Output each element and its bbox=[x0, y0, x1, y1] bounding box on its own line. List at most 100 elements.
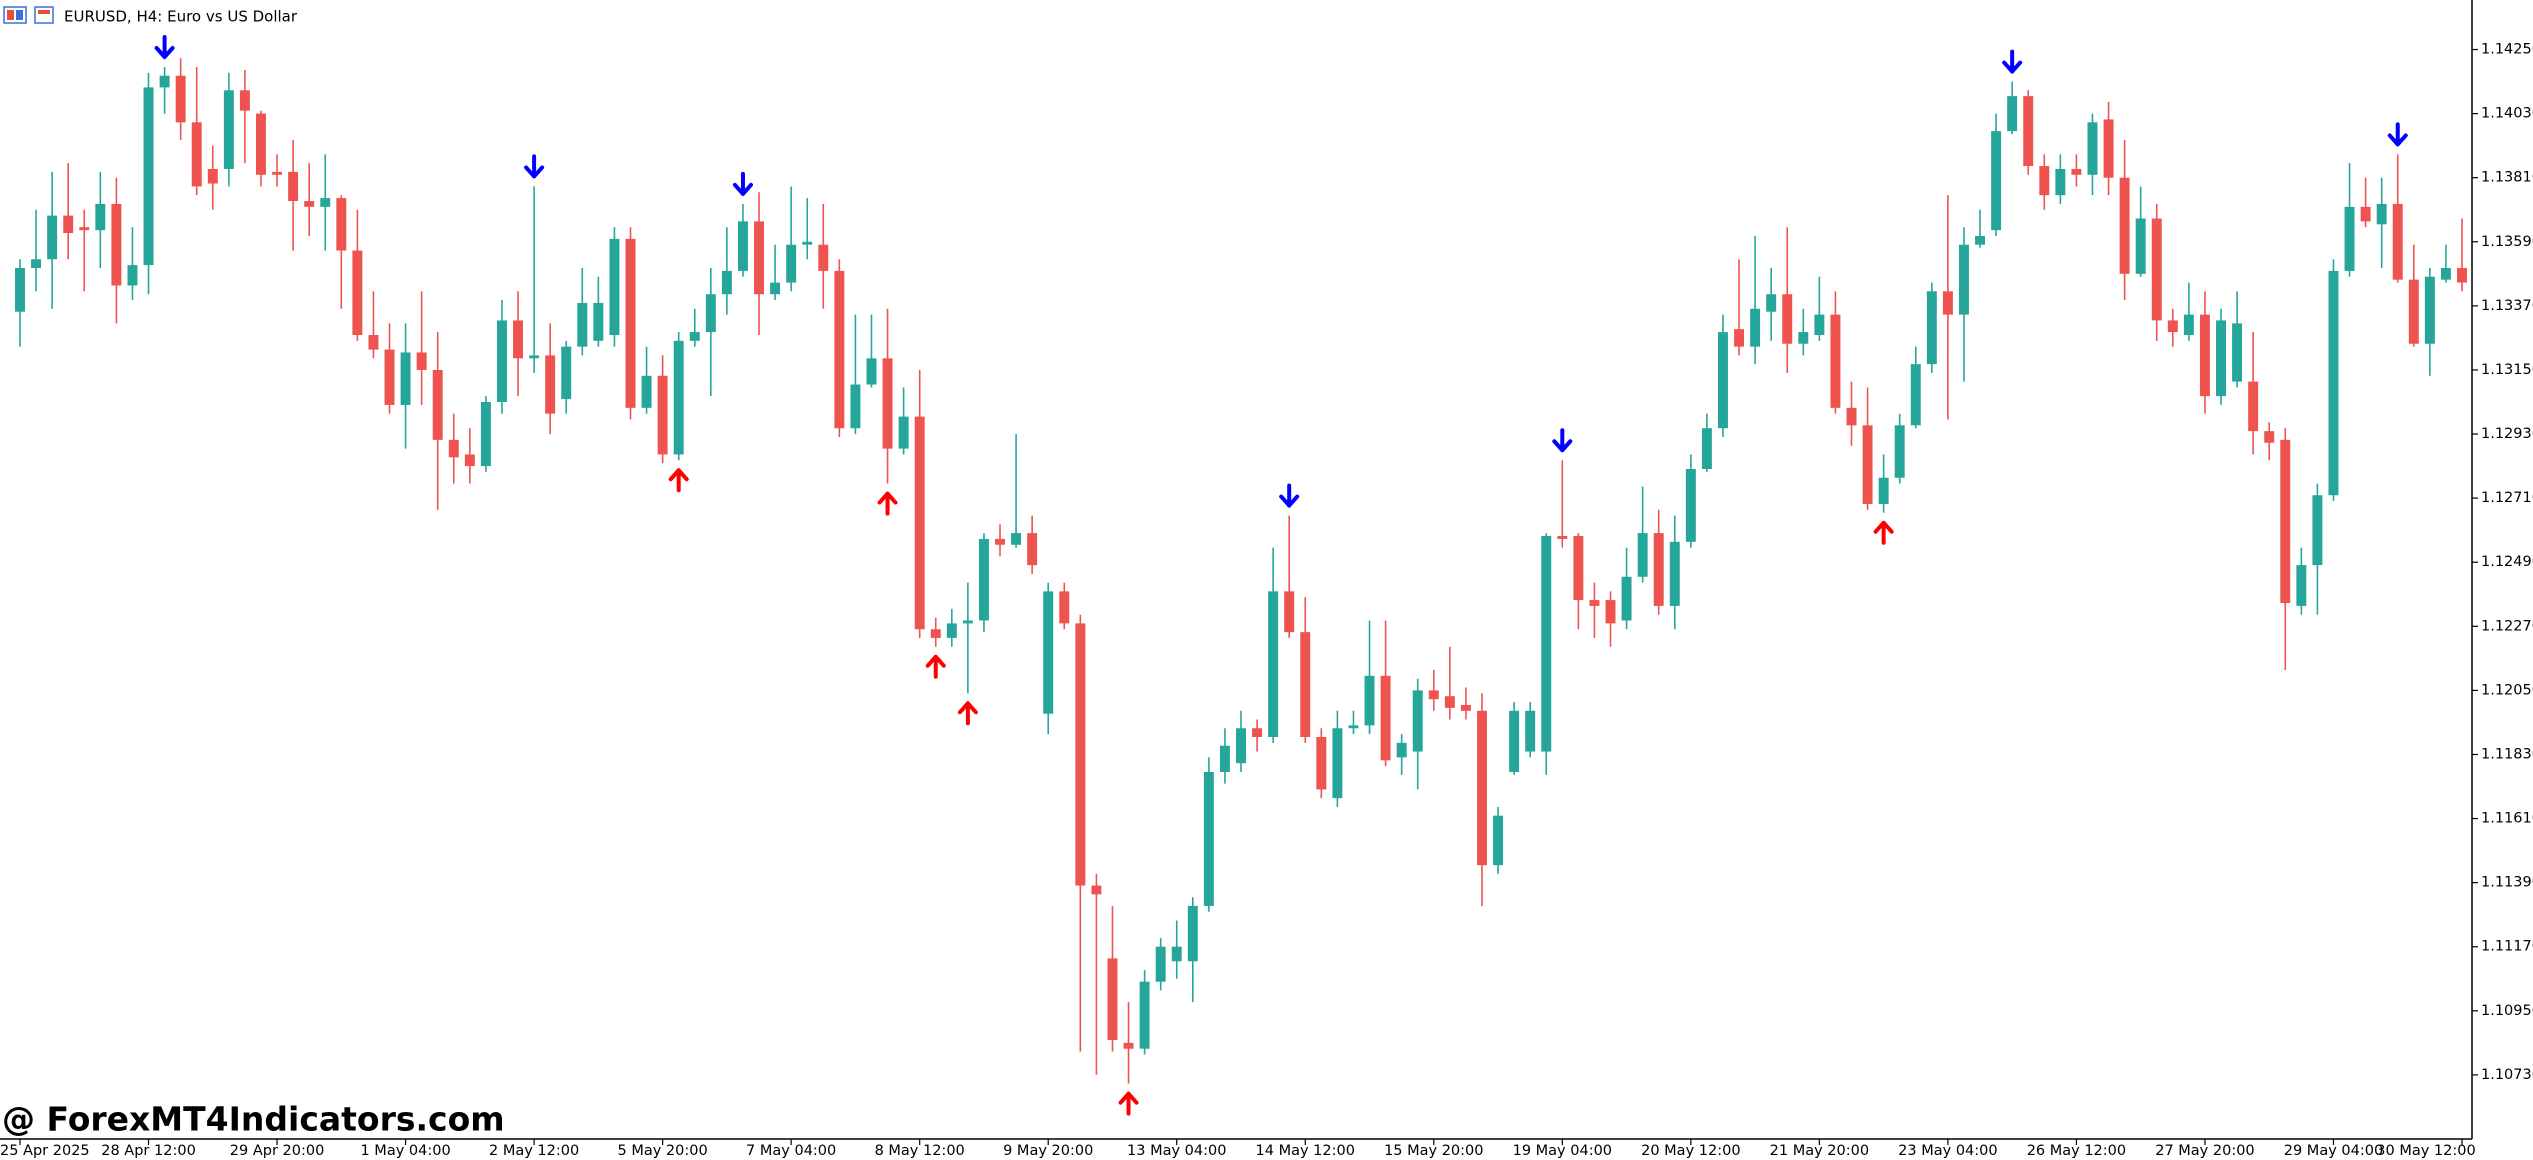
symbol-icon bbox=[3, 6, 54, 24]
candle-body bbox=[850, 384, 861, 429]
x-tick-label: 7 May 04:00 bbox=[746, 1143, 836, 1159]
candle-body bbox=[914, 416, 925, 630]
candle-body bbox=[2232, 323, 2243, 382]
candle-body bbox=[2264, 431, 2275, 443]
candle-body bbox=[1428, 690, 1439, 700]
candle-body bbox=[496, 320, 507, 402]
candle-body bbox=[2296, 565, 2307, 606]
candle-body bbox=[1011, 533, 1022, 545]
candle-body bbox=[304, 201, 315, 207]
candle-body bbox=[448, 439, 459, 458]
candle-body bbox=[1621, 576, 1632, 621]
candle-body bbox=[657, 375, 668, 455]
candle-body bbox=[1782, 294, 1793, 344]
candle-body bbox=[1412, 690, 1423, 752]
candle-body bbox=[802, 241, 813, 245]
candle-body bbox=[1380, 675, 1391, 761]
candle-body bbox=[1942, 291, 1953, 315]
candle-body bbox=[1236, 728, 1246, 764]
candle-body bbox=[1750, 308, 1761, 347]
x-tick-label: 14 May 12:00 bbox=[1256, 1143, 1355, 1159]
candle-body bbox=[256, 113, 266, 175]
buy-arrow bbox=[957, 701, 978, 726]
candle-body bbox=[1027, 533, 1038, 566]
candle-body bbox=[2119, 177, 2130, 274]
y-tick-label: 1.11390 bbox=[2481, 875, 2533, 891]
buy-arrow bbox=[925, 654, 946, 679]
candle-body bbox=[2440, 268, 2451, 280]
candle-body bbox=[1203, 771, 1214, 906]
candle-body bbox=[272, 171, 283, 175]
candle-body bbox=[1701, 428, 1712, 469]
candle-body bbox=[721, 270, 732, 295]
sell-arrow bbox=[732, 171, 753, 196]
buy-arrow bbox=[877, 491, 898, 516]
candle-body bbox=[545, 355, 556, 414]
candle-body bbox=[2103, 119, 2114, 178]
candle-body bbox=[2280, 439, 2291, 603]
candle-body bbox=[175, 75, 186, 123]
sell-arrow bbox=[1279, 483, 1300, 508]
x-tick-label: 15 May 20:00 bbox=[1384, 1143, 1483, 1159]
candle-body bbox=[1396, 742, 1407, 758]
x-tick-label: 5 May 20:00 bbox=[618, 1143, 708, 1159]
candle-body bbox=[609, 238, 620, 335]
candle-body bbox=[1717, 332, 1728, 429]
candle-body bbox=[978, 538, 989, 621]
candle-body bbox=[1075, 623, 1086, 886]
sell-arrow bbox=[2387, 122, 2408, 147]
candle-body bbox=[2023, 96, 2034, 167]
y-tick-label: 1.12930 bbox=[2481, 426, 2533, 442]
y-tick-label: 1.13150 bbox=[2481, 362, 2533, 378]
candle-body bbox=[737, 221, 748, 271]
candle-body bbox=[2328, 270, 2339, 496]
x-tick-label: 2 May 12:00 bbox=[489, 1143, 579, 1159]
candle-body bbox=[47, 215, 58, 260]
candle-body bbox=[1219, 745, 1230, 772]
candle-body bbox=[400, 352, 411, 405]
candle-body bbox=[1059, 591, 1070, 624]
candle-body bbox=[1091, 885, 1102, 895]
candle-body bbox=[882, 358, 893, 449]
candle-body bbox=[2392, 203, 2403, 280]
candle-body bbox=[2248, 381, 2259, 432]
candle-body bbox=[593, 302, 604, 341]
candle-body bbox=[1926, 291, 1937, 365]
y-tick-label: 1.10950 bbox=[2481, 1003, 2533, 1019]
candle-body bbox=[1284, 591, 1295, 633]
y-tick-label: 1.12490 bbox=[2481, 554, 2533, 570]
candle-body bbox=[1573, 536, 1584, 601]
candle-body bbox=[1766, 294, 1777, 312]
candle-body bbox=[288, 171, 299, 201]
x-tick-label: 27 May 20:00 bbox=[2155, 1143, 2254, 1159]
candle-body bbox=[1894, 425, 1905, 478]
candle-body bbox=[464, 454, 475, 467]
candle-body bbox=[95, 203, 106, 231]
buy-arrow bbox=[1118, 1091, 1139, 1116]
candle-body bbox=[1460, 704, 1471, 711]
chart-title: EURUSD, H4: Euro vs US Dollar bbox=[64, 8, 298, 26]
candle-body bbox=[2424, 276, 2435, 344]
candle-body bbox=[754, 221, 765, 295]
sell-arrow bbox=[2002, 49, 2023, 74]
candle-body bbox=[930, 629, 941, 638]
candle-body bbox=[111, 203, 122, 286]
candle-body bbox=[239, 90, 250, 111]
candle-body bbox=[1525, 710, 1536, 752]
candle-body bbox=[1814, 314, 1825, 335]
candle-body bbox=[1477, 710, 1487, 866]
candle-body bbox=[1862, 425, 1873, 504]
candle-body bbox=[2007, 96, 2018, 132]
candle-body bbox=[2199, 314, 2210, 397]
candle-body bbox=[577, 302, 588, 347]
candle-body bbox=[818, 244, 829, 271]
y-tick-label: 1.11610 bbox=[2481, 811, 2533, 827]
candle-body bbox=[1300, 632, 1311, 737]
candle-body bbox=[2216, 320, 2226, 397]
candle-body bbox=[1171, 946, 1182, 962]
x-tick-label: 8 May 12:00 bbox=[875, 1143, 965, 1159]
candle-body bbox=[1910, 364, 1921, 426]
buy-arrow bbox=[668, 468, 689, 493]
x-tick-label: 29 May 04:00 bbox=[2284, 1143, 2383, 1159]
